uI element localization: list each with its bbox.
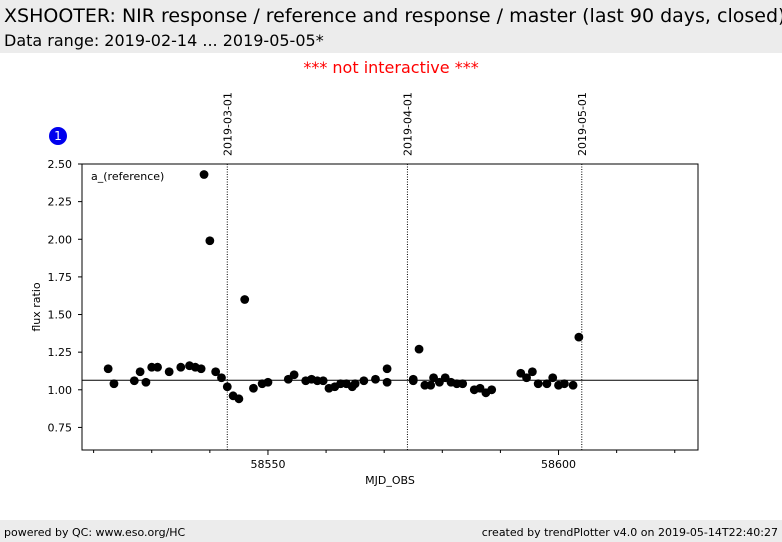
footer-powered-by: powered by QC: www.eso.org/HC bbox=[4, 526, 186, 539]
date-marker-label: 2019-05-01 bbox=[576, 92, 589, 156]
data-point bbox=[487, 385, 497, 395]
not-interactive-notice: *** not interactive *** bbox=[303, 58, 479, 77]
data-point bbox=[222, 382, 232, 392]
data-point bbox=[533, 379, 543, 389]
data-point bbox=[217, 373, 226, 383]
x-tick-label: 58550 bbox=[250, 458, 285, 471]
data-point bbox=[240, 295, 250, 304]
data-point bbox=[382, 364, 392, 374]
data-point bbox=[289, 370, 299, 380]
data-point bbox=[103, 364, 113, 374]
x-axis-label: MJD_OBS bbox=[365, 474, 415, 487]
data-point bbox=[164, 367, 174, 377]
panel-badge-icon bbox=[49, 127, 67, 145]
y-tick-label: 0.75 bbox=[48, 421, 73, 434]
panel-label: a_(reference) bbox=[91, 170, 164, 183]
data-point bbox=[408, 374, 418, 384]
date-marker-label: 2019-03-01 bbox=[221, 92, 234, 156]
data-point bbox=[176, 362, 186, 372]
y-axis-label: flux ratio bbox=[30, 282, 43, 332]
data-point bbox=[382, 377, 392, 387]
data-point bbox=[249, 383, 258, 393]
plot-frame bbox=[81, 163, 699, 451]
footer-bar: powered by QC: www.eso.org/HC created by… bbox=[0, 520, 782, 542]
footer-created-by: created by trendPlotter v4.0 on 2019-05-… bbox=[481, 526, 778, 539]
data-point bbox=[199, 170, 209, 179]
data-point bbox=[135, 367, 145, 377]
data-point bbox=[318, 376, 328, 386]
data-point bbox=[359, 376, 369, 386]
data-point bbox=[129, 376, 139, 386]
y-tick-label: 1.75 bbox=[48, 271, 73, 284]
x-tick-label: 58600 bbox=[541, 458, 576, 471]
panel-badge-number: 1 bbox=[54, 129, 62, 143]
data-point bbox=[548, 373, 558, 383]
data-point bbox=[559, 379, 569, 389]
data-point bbox=[234, 394, 244, 404]
header-bar: XSHOOTER: NIR response / reference and r… bbox=[0, 0, 782, 53]
data-point bbox=[414, 344, 424, 354]
y-tick-label: 1.00 bbox=[48, 384, 73, 397]
data-point bbox=[527, 367, 537, 377]
trend-chart: 2019-03-01 2019-04-01 2019-05-01 0.75 1.00 1.… bbox=[30, 92, 699, 487]
data-point bbox=[542, 379, 552, 389]
y-tick-label: 1.50 bbox=[48, 309, 73, 322]
data-point bbox=[458, 379, 468, 389]
data-point bbox=[426, 380, 436, 390]
data-point bbox=[568, 380, 578, 390]
data-point bbox=[205, 236, 215, 246]
data-point bbox=[109, 379, 119, 389]
data-point bbox=[350, 379, 360, 389]
y-tick-label: 1.25 bbox=[48, 346, 73, 359]
data-point bbox=[141, 377, 151, 387]
data-point bbox=[211, 367, 221, 377]
y-tick-label: 2.50 bbox=[48, 158, 73, 171]
data-point bbox=[196, 364, 206, 374]
data-point bbox=[371, 374, 380, 384]
data-point bbox=[574, 332, 584, 342]
data-range-subtitle: Data range: 2019-02-14 ... 2019-05-05* bbox=[4, 31, 324, 50]
data-point bbox=[153, 362, 162, 372]
data-point bbox=[522, 373, 531, 383]
page-title: XSHOOTER: NIR response / reference and r… bbox=[4, 5, 782, 27]
data-point bbox=[263, 377, 273, 387]
y-tick-label: 2.00 bbox=[48, 233, 73, 246]
y-tick-label: 2.25 bbox=[48, 196, 73, 209]
date-marker-label: 2019-04-01 bbox=[401, 92, 414, 156]
